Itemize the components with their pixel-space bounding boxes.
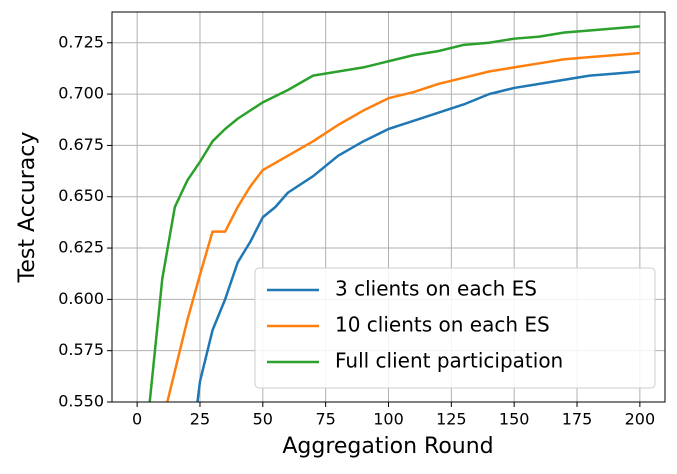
y-tick-label: 0.650 <box>58 186 104 205</box>
legend-label: 3 clients on each ES <box>335 277 537 301</box>
legend: 3 clients on each ES 10 clients on each E… <box>254 267 656 389</box>
plot-frame <box>111 11 666 403</box>
y-tick-label: 0.725 <box>58 32 104 51</box>
x-tick-label: 75 <box>315 410 335 429</box>
y-tick-label: 0.700 <box>58 84 104 103</box>
x-tick-label: 0 <box>132 410 142 429</box>
legend-label: 10 clients on each ES <box>335 313 550 337</box>
series-line <box>196 70 640 402</box>
x-axis-label: Aggregation Round <box>282 434 493 459</box>
x-tick-label: 50 <box>253 410 273 429</box>
y-tick-label: 0.550 <box>58 392 104 411</box>
x-tick-label: 100 <box>373 410 404 429</box>
legend-label: Full client participation <box>335 349 563 373</box>
y-tick-label: 0.675 <box>58 135 104 154</box>
x-tick-label: 200 <box>625 410 656 429</box>
y-axis-label: Test Accuracy <box>15 132 40 284</box>
series-line <box>166 51 640 402</box>
series-line <box>148 25 640 402</box>
x-tick-label: 175 <box>562 410 593 429</box>
legend-box <box>254 267 656 389</box>
x-tick-label: 125 <box>436 410 467 429</box>
plot-lines <box>148 25 640 402</box>
x-tick-label: 25 <box>190 410 210 429</box>
y-tick-label: 0.575 <box>58 340 104 359</box>
y-tick-label: 0.625 <box>58 238 104 257</box>
x-tick-label: 150 <box>499 410 530 429</box>
y-tick-label: 0.600 <box>58 289 104 308</box>
